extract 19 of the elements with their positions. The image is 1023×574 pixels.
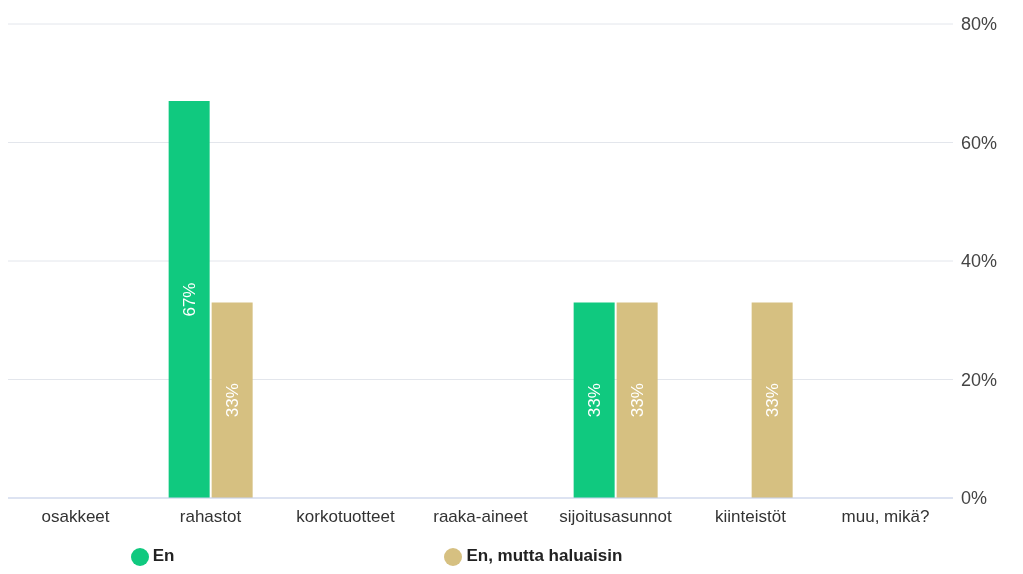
data-label: 67%	[179, 282, 199, 317]
data-label: 33%	[627, 383, 647, 418]
y-tick-label: 40%	[961, 251, 998, 272]
x-tick-label: korkotuotteet	[296, 507, 395, 527]
x-tick-label: kiinteistöt	[715, 507, 787, 527]
data-label: 33%	[762, 383, 782, 418]
x-tick-label: osakkeet	[41, 507, 110, 527]
legend-label: En	[152, 546, 175, 565]
x-tick-label: raaka-aineet	[433, 507, 529, 527]
x-tick-label: sijoitusasunnot	[559, 507, 672, 527]
y-tick-label: 0%	[961, 488, 988, 509]
data-label: 33%	[222, 383, 242, 418]
legend-label: En, mutta haluaisin	[466, 546, 623, 565]
x-tick-label: rahastot	[179, 507, 242, 527]
data-label: 33%	[584, 383, 604, 418]
y-tick-label: 20%	[961, 369, 998, 390]
y-tick-label: 80%	[961, 14, 998, 35]
y-tick-label: 60%	[961, 132, 998, 153]
x-tick-label: muu, mikä?	[841, 507, 930, 527]
